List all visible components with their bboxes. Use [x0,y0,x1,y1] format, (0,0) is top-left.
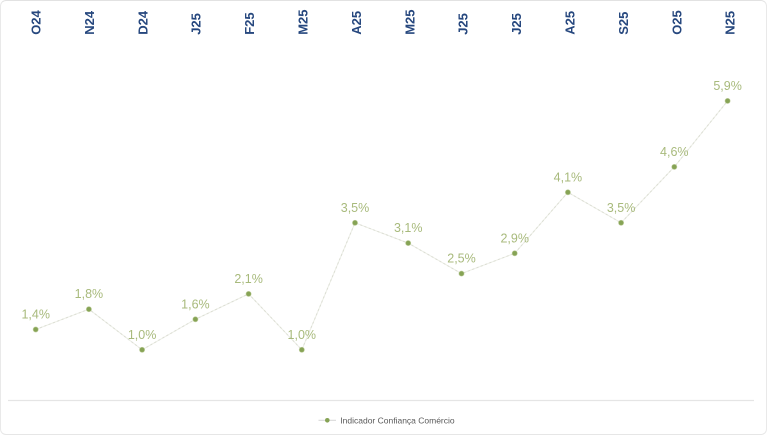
svg-text:M25: M25 [296,10,311,35]
svg-text:J25: J25 [456,13,471,35]
svg-text:2,5%: 2,5% [447,252,476,266]
svg-text:5,9%: 5,9% [713,79,742,93]
svg-text:Indicador Confiança Comércio: Indicador Confiança Comércio [340,416,455,426]
svg-text:4,1%: 4,1% [554,170,583,184]
svg-text:D24: D24 [135,10,150,35]
svg-text:M25: M25 [402,10,417,35]
svg-text:1,0%: 1,0% [288,328,317,342]
svg-text:N25: N25 [723,11,738,35]
svg-text:1,8%: 1,8% [75,287,104,301]
svg-text:3,5%: 3,5% [607,201,636,215]
svg-text:S25: S25 [616,12,631,35]
svg-text:1,6%: 1,6% [181,297,210,311]
svg-text:N24: N24 [82,10,97,35]
svg-text:3,5%: 3,5% [341,201,370,215]
svg-text:A25: A25 [563,11,578,35]
svg-text:J25: J25 [189,13,204,35]
svg-text:4,6%: 4,6% [660,145,689,159]
svg-text:J25: J25 [509,13,524,35]
svg-text:O24: O24 [29,9,44,34]
svg-text:A25: A25 [349,11,364,35]
svg-text:2,9%: 2,9% [500,231,529,245]
svg-text:F25: F25 [242,12,257,34]
svg-text:1,0%: 1,0% [128,328,157,342]
svg-text:1,4%: 1,4% [21,308,50,322]
svg-text:O25: O25 [669,10,684,35]
svg-text:2,1%: 2,1% [234,272,263,286]
svg-text:3,1%: 3,1% [394,221,423,235]
